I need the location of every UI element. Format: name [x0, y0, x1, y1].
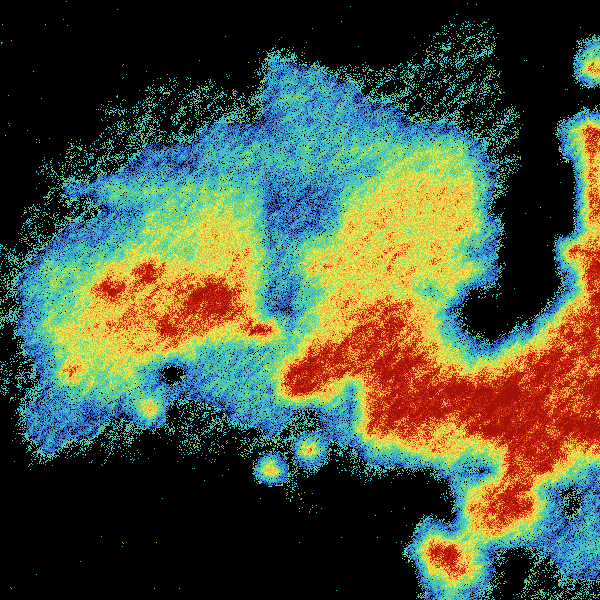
radar-image: [0, 0, 600, 600]
radar-heatmap-canvas: [0, 0, 600, 600]
